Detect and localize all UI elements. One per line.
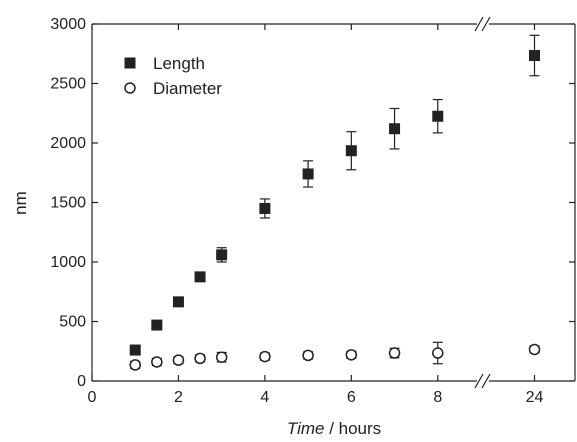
axis-break-mark	[481, 373, 491, 389]
axis-ticks	[91, 23, 575, 382]
diameter-point	[129, 359, 141, 371]
diameter-point	[345, 349, 358, 361]
length-point	[151, 319, 163, 331]
y-tick-label: 1000	[50, 254, 86, 271]
y-tick-label: 3000	[50, 16, 86, 33]
x-tick-label: 4	[260, 389, 269, 406]
length-point	[345, 145, 357, 157]
length-point	[259, 202, 271, 214]
x-tick-label: 0	[88, 389, 97, 406]
y-tick-label: 2500	[50, 76, 86, 93]
x-tick-label: 6	[347, 389, 356, 406]
diameter-legend-label: Diameter	[153, 79, 222, 98]
y-tick-label: 500	[59, 314, 86, 331]
y-tick-label: 0	[77, 373, 86, 390]
diameter-point	[432, 347, 444, 359]
x-tick-label: 2	[174, 389, 183, 406]
length-point	[389, 123, 401, 135]
diameter-point	[151, 356, 163, 368]
diameter-point	[259, 350, 271, 363]
axis-break-mark	[481, 16, 491, 32]
diameter-point	[302, 349, 314, 362]
y-axis-label: nm	[11, 191, 30, 215]
length-point	[216, 249, 228, 261]
length-point	[529, 50, 540, 62]
length-point	[302, 168, 314, 180]
x-tick-label: 24	[526, 389, 544, 406]
diameter-legend-marker	[124, 82, 136, 94]
diameter-point	[194, 352, 206, 365]
x-axis-label-italic: Time	[287, 419, 325, 438]
plot-frame	[91, 23, 576, 382]
diameter-point	[215, 351, 228, 363]
length-point	[129, 344, 141, 356]
diameter-point	[528, 343, 541, 356]
diameter-point	[172, 354, 185, 366]
length-legend-label: Length	[153, 54, 205, 73]
length-point	[432, 110, 444, 122]
diameter-point	[388, 347, 401, 359]
length-legend-marker	[124, 57, 136, 69]
data-markers	[129, 50, 541, 371]
x-axis-label: Time / hours	[287, 419, 381, 438]
axis-break-mark	[474, 373, 484, 389]
axis-break-marks	[474, 16, 491, 389]
x-tick-label: 8	[433, 389, 442, 406]
axis-break-mark	[474, 16, 484, 32]
x-axis-label-unit: / hours	[324, 419, 381, 438]
length-point	[194, 271, 206, 283]
legend: Length Diameter	[124, 54, 222, 98]
length-point	[172, 296, 184, 308]
y-tick-label: 1500	[50, 195, 86, 212]
y-tick-label: 2000	[50, 135, 86, 152]
